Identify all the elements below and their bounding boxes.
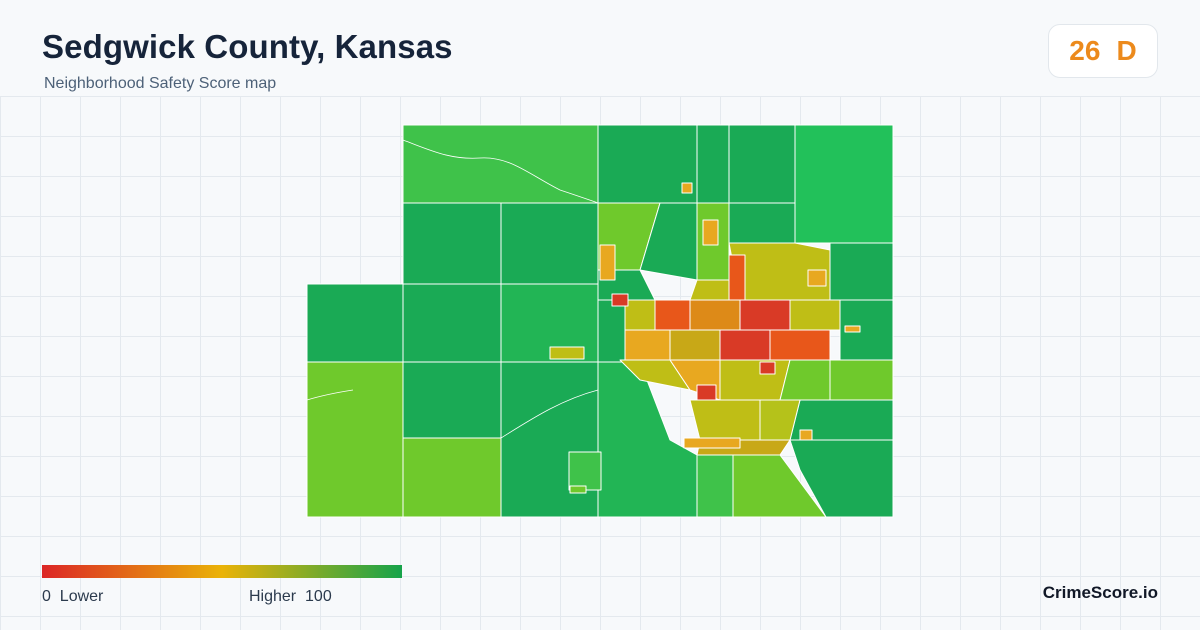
tract [696,124,730,204]
tract [728,202,796,244]
brand-logo-text[interactable]: CrimeScore.io [1042,583,1158,602]
score-grade: D [1116,35,1137,66]
tract [306,361,404,518]
tract [624,329,671,361]
tract [689,299,741,331]
tract [402,437,502,518]
tract [719,329,771,361]
tract [844,325,861,333]
tract [624,299,656,331]
tract [500,202,599,285]
tract [689,279,730,301]
tract [739,299,791,331]
tract [839,299,894,361]
tract [654,299,691,331]
tract [789,299,841,331]
tract [759,361,776,375]
tract [829,242,894,301]
tract [779,359,831,401]
tract [829,359,894,401]
tract [599,244,616,281]
tract [689,399,761,441]
tract [568,451,602,491]
tract [402,124,599,204]
legend-color-bar [42,565,402,578]
tract [402,283,502,363]
tract [500,361,599,518]
tract [769,329,831,361]
tract [794,124,894,244]
tract [719,359,791,401]
tract [702,219,719,246]
tract [569,485,587,494]
legend-min-label: 0 Lower [42,588,104,605]
tract [681,182,693,194]
river [306,389,354,401]
tract [402,202,502,285]
river [500,389,599,439]
tract [799,429,813,441]
page-subtitle: Neighborhood Safety Score map [44,75,277,92]
tract [611,293,629,307]
score-value: 26 [1069,35,1101,66]
header-background [0,0,1200,96]
tract [597,299,626,363]
river [402,139,599,204]
score-badge: 26 D [1048,24,1158,78]
tract [683,437,741,449]
legend-max-label: Higher 100 [249,588,332,605]
tract [728,254,746,301]
tract [402,361,502,439]
tract [306,283,404,363]
page-title: Sedgwick County, Kansas [42,28,453,65]
tract [807,269,827,287]
tract [669,329,721,361]
tract [549,346,585,360]
tract [696,454,734,518]
tract [728,124,796,204]
